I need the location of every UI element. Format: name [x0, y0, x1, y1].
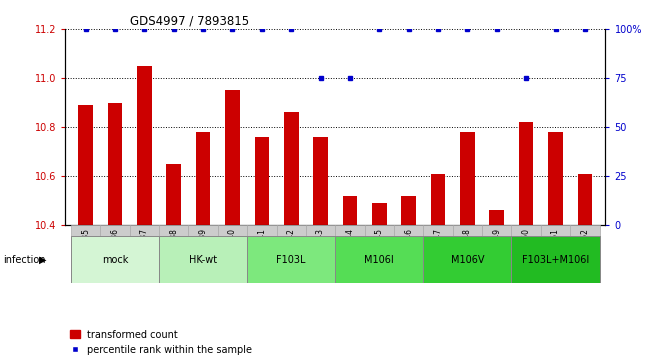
Text: GSM1172644: GSM1172644 — [346, 228, 354, 279]
Text: GSM1172649: GSM1172649 — [492, 228, 501, 279]
Text: F103L: F103L — [277, 254, 306, 265]
Text: GSM1172651: GSM1172651 — [551, 228, 560, 279]
Text: GDS4997 / 7893815: GDS4997 / 7893815 — [130, 15, 249, 28]
Bar — [490, 210, 504, 225]
Bar — [196, 132, 210, 225]
Bar — [570, 225, 600, 281]
Bar — [512, 225, 541, 281]
Text: GSM1172639: GSM1172639 — [199, 228, 208, 279]
Bar — [100, 225, 130, 281]
Bar — [460, 132, 475, 225]
Bar — [247, 225, 277, 281]
Text: GSM1172645: GSM1172645 — [375, 228, 384, 279]
Bar — [159, 225, 188, 281]
Bar — [423, 225, 452, 281]
Bar — [225, 90, 240, 225]
Bar — [306, 225, 335, 281]
Bar — [577, 174, 592, 225]
Text: GSM1172652: GSM1172652 — [581, 228, 589, 279]
Text: GSM1172650: GSM1172650 — [521, 228, 531, 279]
Bar — [541, 225, 570, 281]
Bar — [277, 225, 306, 281]
Text: GSM1172638: GSM1172638 — [169, 228, 178, 279]
Bar — [423, 236, 512, 283]
Text: F103L+M106I: F103L+M106I — [522, 254, 589, 265]
Bar — [159, 236, 247, 283]
Text: GSM1172635: GSM1172635 — [81, 228, 90, 279]
Bar — [71, 225, 100, 281]
Text: GSM1172640: GSM1172640 — [228, 228, 237, 279]
Text: GSM1172646: GSM1172646 — [404, 228, 413, 279]
Bar — [335, 225, 365, 281]
Bar — [519, 122, 533, 225]
Bar — [247, 236, 335, 283]
Text: GSM1172647: GSM1172647 — [434, 228, 443, 279]
Bar — [78, 105, 93, 225]
Bar — [365, 225, 394, 281]
Bar — [335, 236, 423, 283]
Text: GSM1172637: GSM1172637 — [140, 228, 149, 279]
Text: M106V: M106V — [450, 254, 484, 265]
Text: GSM1172636: GSM1172636 — [111, 228, 120, 279]
Text: HK-wt: HK-wt — [189, 254, 217, 265]
Bar — [548, 132, 563, 225]
Bar — [188, 225, 218, 281]
Legend: transformed count, percentile rank within the sample: transformed count, percentile rank withi… — [70, 330, 253, 355]
Bar — [218, 225, 247, 281]
Text: infection: infection — [3, 254, 46, 265]
Bar — [130, 225, 159, 281]
Bar — [394, 225, 423, 281]
Bar — [372, 203, 387, 225]
Text: M106I: M106I — [365, 254, 395, 265]
Bar — [401, 196, 416, 225]
Text: GSM1172642: GSM1172642 — [286, 228, 296, 279]
Bar — [284, 113, 299, 225]
Text: GSM1172648: GSM1172648 — [463, 228, 472, 279]
Text: mock: mock — [102, 254, 128, 265]
Bar — [167, 164, 181, 225]
Bar — [452, 225, 482, 281]
Bar — [482, 225, 512, 281]
Text: GSM1172641: GSM1172641 — [257, 228, 266, 279]
Bar — [313, 137, 328, 225]
Bar — [107, 102, 122, 225]
Bar — [137, 66, 152, 225]
Bar — [71, 236, 159, 283]
Bar — [342, 196, 357, 225]
Text: GSM1172643: GSM1172643 — [316, 228, 325, 279]
Text: ▶: ▶ — [39, 254, 47, 265]
Bar — [431, 174, 445, 225]
Bar — [512, 236, 600, 283]
Bar — [255, 137, 270, 225]
